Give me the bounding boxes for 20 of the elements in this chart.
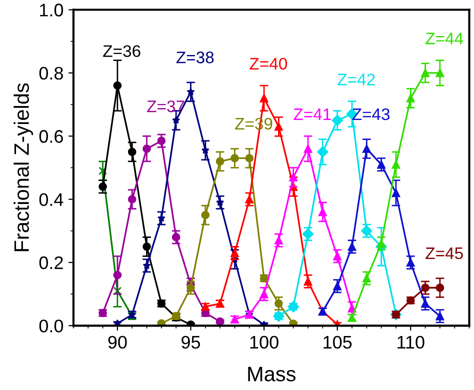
series-label: Z=41 <box>294 108 331 120</box>
y-tick-label: 0.8 <box>39 66 63 80</box>
x-tick-label: 95 <box>182 336 200 349</box>
x-tick-label: 110 <box>398 336 424 349</box>
series-label: Z=36 <box>103 45 140 57</box>
x-axis-title: Mass <box>248 366 296 382</box>
y-tick-label: 0.6 <box>39 130 63 143</box>
x-tick-label: 105 <box>324 336 352 349</box>
y-tick-label: 0.2 <box>39 256 63 270</box>
y-tick-label: 1.0 <box>40 4 64 16</box>
x-tick-label: 100 <box>250 336 278 349</box>
y-tick-label: 0.0 <box>39 320 64 332</box>
series-label: Z=42 <box>338 74 375 86</box>
y-tick-label: 0.4 <box>39 193 64 206</box>
series-label: Z=44 <box>426 32 464 44</box>
x-tick-label: 90 <box>108 336 127 349</box>
y-axis-title: Fractional Z-yields <box>14 83 34 252</box>
series-label: Z=38 <box>176 52 214 64</box>
series-label: Z=45 <box>426 248 463 260</box>
series-label: Z=40 <box>250 58 288 70</box>
